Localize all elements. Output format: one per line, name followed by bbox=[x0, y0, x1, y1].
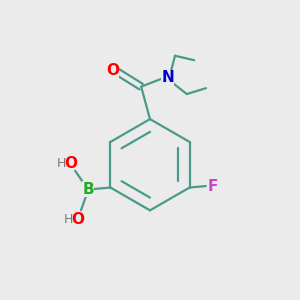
Text: H: H bbox=[56, 157, 66, 169]
Text: F: F bbox=[208, 178, 218, 194]
Text: B: B bbox=[82, 182, 94, 196]
Text: O: O bbox=[64, 157, 77, 172]
Text: O: O bbox=[106, 63, 119, 78]
Text: N: N bbox=[161, 70, 174, 86]
Text: O: O bbox=[72, 212, 85, 227]
Text: H: H bbox=[64, 212, 73, 226]
